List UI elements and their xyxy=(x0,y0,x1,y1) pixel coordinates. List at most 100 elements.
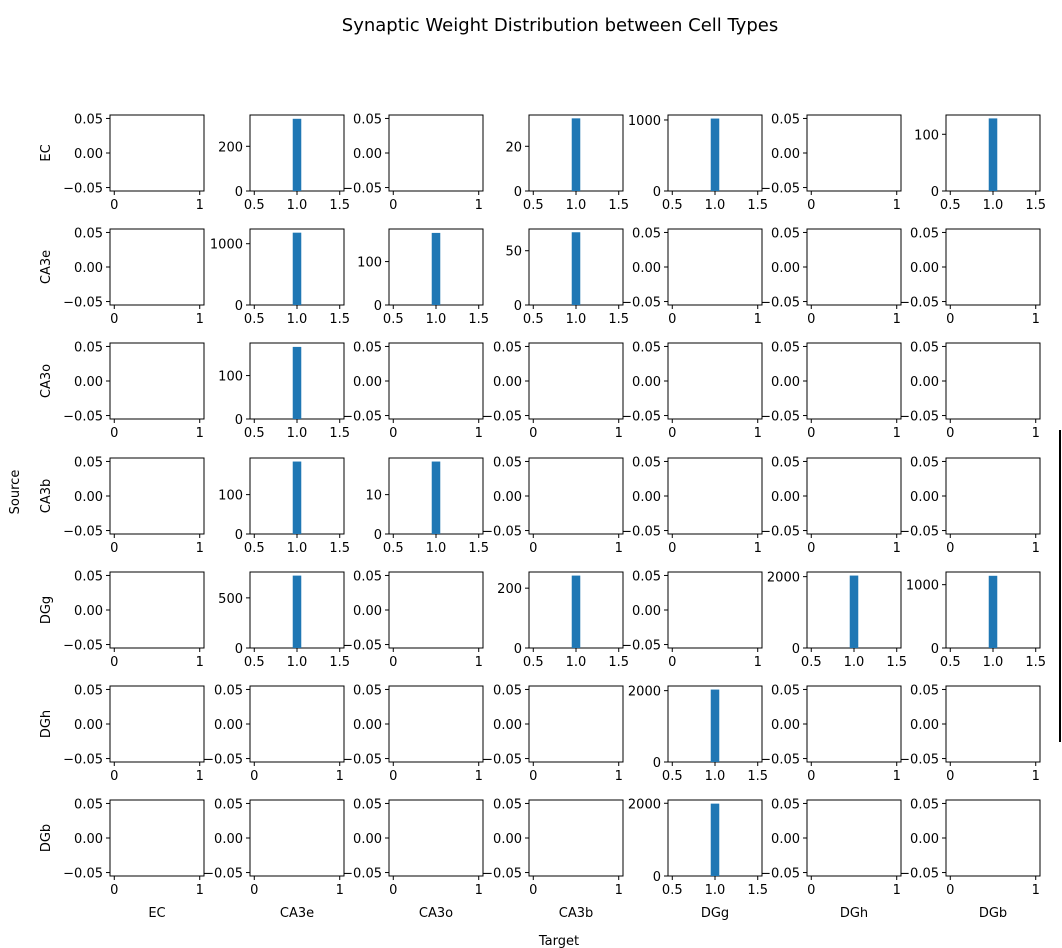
panel-frame-r5-c2 xyxy=(388,685,484,763)
y-tick-label-r4-c0: 0.05 xyxy=(74,569,103,584)
x-tick-label-r4-c1: 1.5 xyxy=(329,655,350,670)
x-tick-label-r5-c4: 0.5 xyxy=(662,769,683,784)
y-tick-label-r1-c0: 0.05 xyxy=(74,226,103,241)
col-label-dgg: DGg xyxy=(701,906,729,921)
y-tick-label-r5-c3: −0.05 xyxy=(482,753,522,768)
y-tick-label-r4-c6: 0 xyxy=(931,642,939,657)
y-tick-label-r5-c1: −0.05 xyxy=(203,753,243,768)
panel-frame-r5-c6 xyxy=(945,685,1041,763)
x-tick-label-r0-c6: 1.0 xyxy=(983,198,1004,213)
x-tick-label-r2-c3: 1 xyxy=(615,426,623,441)
x-tick-label-r3-c5: 0 xyxy=(807,541,815,556)
y-tick-label-r2-c6: 0.05 xyxy=(910,340,939,355)
x-tick-label-r6-c4: 1.5 xyxy=(747,883,768,898)
y-tick-label-r6-c1: −0.05 xyxy=(203,867,243,882)
x-tick-label-r2-c0: 0 xyxy=(110,426,118,441)
x-tick-label-r5-c2: 0 xyxy=(389,769,397,784)
x-tick-label-r6-c6: 0 xyxy=(946,883,954,898)
panel-frame-r5-c0 xyxy=(109,685,205,763)
y-tick-label-r5-c3: 0.05 xyxy=(493,683,522,698)
y-tick-label-r6-c3: 0.00 xyxy=(493,832,522,847)
x-tick-label-r4-c1: 0.5 xyxy=(244,655,265,670)
y-tick-label-r6-c2: 0.05 xyxy=(353,797,382,812)
panel-frame-r6-c0 xyxy=(109,799,205,877)
y-tick-label-r0-c0: −0.05 xyxy=(63,182,103,197)
x-tick-label-r0-c5: 0 xyxy=(807,198,815,213)
y-tick-label-r1-c2: 100 xyxy=(357,256,382,271)
x-tick-label-r2-c5: 0 xyxy=(807,426,815,441)
y-tick-label-r6-c4: 2000 xyxy=(628,797,661,812)
y-tick-label-r2-c0: 0.00 xyxy=(74,375,103,390)
x-tick-label-r0-c1: 0.5 xyxy=(244,198,265,213)
x-tick-label-r1-c5: 1 xyxy=(893,312,901,327)
x-tick-label-r2-c6: 0 xyxy=(946,426,954,441)
x-tick-label-r4-c5: 1.5 xyxy=(886,655,907,670)
y-tick-label-r4-c3: 200 xyxy=(497,582,522,597)
x-tick-label-r4-c5: 1.0 xyxy=(844,655,865,670)
x-tick-label-r3-c2: 1.0 xyxy=(426,541,447,556)
y-tick-label-r1-c3: 0 xyxy=(514,299,522,314)
y-tick-label-r4-c6: 1000 xyxy=(906,579,939,594)
x-tick-label-r3-c1: 1.5 xyxy=(329,541,350,556)
panel-frame-r3-c4 xyxy=(667,457,763,535)
y-tick-label-r1-c6: 0.00 xyxy=(910,261,939,276)
y-tick-label-r1-c6: −0.05 xyxy=(899,296,939,311)
y-tick-label-r6-c6: 0.05 xyxy=(910,797,939,812)
y-tick-label-r5-c0: −0.05 xyxy=(63,753,103,768)
y-tick-label-r0-c0: 0.00 xyxy=(74,147,103,162)
y-tick-label-r6-c5: 0.05 xyxy=(771,797,800,812)
panel-frame-r3-c3 xyxy=(528,457,624,535)
y-tick-label-r6-c0: −0.05 xyxy=(63,867,103,882)
x-tick-label-r5-c0: 1 xyxy=(196,769,204,784)
y-tick-label-r3-c5: −0.05 xyxy=(760,525,800,540)
x-tick-label-r0-c2: 1 xyxy=(475,198,483,213)
y-tick-label-r0-c4: 0 xyxy=(653,185,661,200)
histogram-bar-r4-c3 xyxy=(571,575,581,648)
y-tick-label-r6-c2: 0.00 xyxy=(353,832,382,847)
row-label-dgg: DGg xyxy=(39,596,54,624)
panel-frame-r0-c0 xyxy=(109,114,205,192)
x-tick-label-r4-c0: 1 xyxy=(196,655,204,670)
x-tick-label-r3-c2: 1.5 xyxy=(468,541,489,556)
y-tick-label-r0-c3: 20 xyxy=(505,140,522,155)
histogram-bar-r4-c5 xyxy=(849,575,859,648)
panel-frame-r1-c0 xyxy=(109,228,205,306)
y-tick-label-r6-c5: 0.00 xyxy=(771,832,800,847)
row-label-ca3o: CA3o xyxy=(39,364,54,398)
x-tick-label-r1-c5: 0 xyxy=(807,312,815,327)
y-tick-label-r5-c2: −0.05 xyxy=(342,753,382,768)
y-tick-label-r3-c3: 0.05 xyxy=(493,455,522,470)
y-tick-label-r2-c2: −0.05 xyxy=(342,410,382,425)
y-tick-label-r0-c2: −0.05 xyxy=(342,182,382,197)
row-label-dgb: DGb xyxy=(39,824,54,852)
x-tick-label-r5-c2: 1 xyxy=(475,769,483,784)
y-tick-label-r6-c3: −0.05 xyxy=(482,867,522,882)
y-tick-label-r3-c2: 0 xyxy=(374,528,382,543)
x-tick-label-r2-c4: 0 xyxy=(668,426,676,441)
y-tick-label-r1-c4: 0.00 xyxy=(632,261,661,276)
x-tick-label-r5-c5: 0 xyxy=(807,769,815,784)
x-tick-label-r5-c3: 0 xyxy=(529,769,537,784)
x-tick-label-r2-c0: 1 xyxy=(196,426,204,441)
x-tick-label-r6-c2: 0 xyxy=(389,883,397,898)
x-tick-label-r1-c6: 0 xyxy=(946,312,954,327)
y-tick-label-r5-c6: 0.05 xyxy=(910,683,939,698)
panel-frame-r0-c5 xyxy=(806,114,902,192)
x-tick-label-r3-c4: 1 xyxy=(754,541,762,556)
panel-frame-r2-c5 xyxy=(806,342,902,420)
panel-frame-r3-c6 xyxy=(945,457,1041,535)
x-tick-label-r6-c0: 0 xyxy=(110,883,118,898)
y-tick-label-r5-c4: 0 xyxy=(653,756,661,771)
y-tick-label-r2-c2: 0.00 xyxy=(353,375,382,390)
y-tick-label-r2-c3: 0.00 xyxy=(493,375,522,390)
x-tick-label-r1-c6: 1 xyxy=(1032,312,1040,327)
y-tick-label-r3-c6: 0.00 xyxy=(910,490,939,505)
y-tick-label-r5-c5: −0.05 xyxy=(760,753,800,768)
x-tick-label-r6-c2: 1 xyxy=(475,883,483,898)
x-tick-label-r0-c3: 1.0 xyxy=(566,198,587,213)
histogram-bar-r2-c1 xyxy=(292,346,302,419)
y-tick-label-r1-c4: 0.05 xyxy=(632,226,661,241)
y-tick-label-r2-c6: −0.05 xyxy=(899,410,939,425)
x-tick-label-r1-c1: 1.0 xyxy=(287,312,308,327)
